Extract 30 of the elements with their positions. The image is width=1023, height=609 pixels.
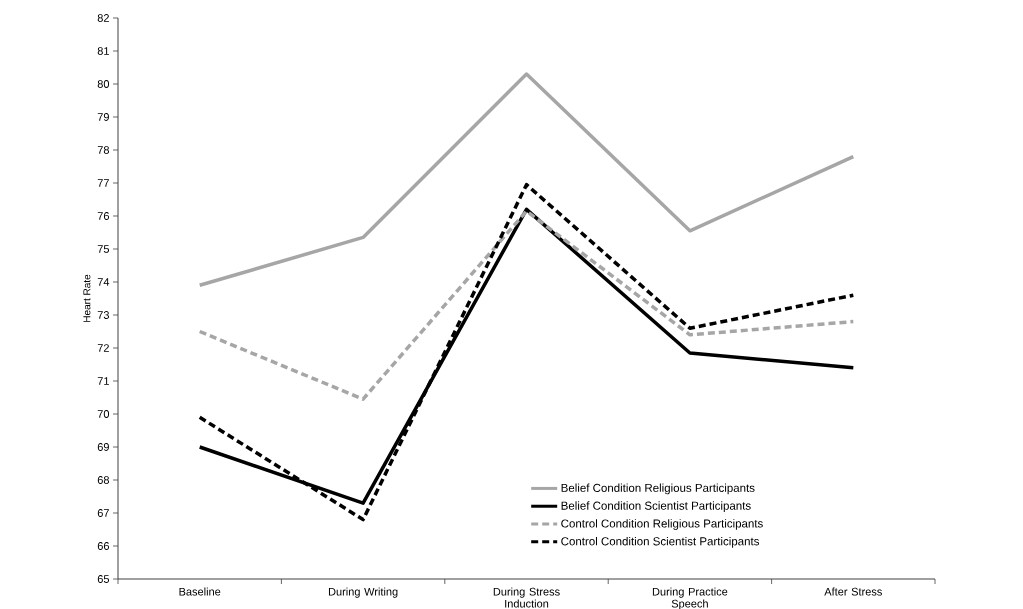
x-tick-label: Baseline: [179, 587, 221, 596]
y-tick-label: 65: [97, 575, 110, 583]
legend-label: Belief Condition Scientist Participants: [561, 501, 751, 513]
y-tick-label: 66: [97, 542, 109, 550]
legend-label: Belief Condition Religious Participants: [561, 483, 755, 495]
y-tick-label: 68: [97, 476, 109, 484]
y-tick-label: 67: [97, 509, 109, 517]
y-tick-label: 80: [97, 80, 110, 88]
y-tick-label: 70: [97, 410, 110, 418]
y-tick-label: 73: [97, 311, 109, 319]
y-tick-label: 69: [97, 443, 109, 451]
y-tick-label: 75: [97, 245, 110, 253]
x-tick-label: During Practice Speech: [652, 587, 728, 609]
x-tick-label: During Stress Induction: [493, 587, 560, 608]
y-tick-label: 76: [97, 212, 109, 220]
y-tick-label: 72: [97, 344, 109, 352]
y-axis-title: Heart Rate: [83, 274, 91, 322]
y-tick-label: 81: [97, 47, 109, 55]
line-series: [197, 72, 856, 288]
y-tick-label: 82: [97, 14, 109, 22]
x-tick-label: During Writing: [328, 587, 398, 598]
y-tick-label: 77: [97, 179, 109, 187]
y-tick-label: 78: [97, 146, 109, 154]
legend-label: Control Condition Religious Participants: [561, 519, 763, 530]
y-tick-label: 71: [97, 377, 109, 385]
legend-label: Control Condition Scientist Participants: [561, 536, 760, 548]
line-series: [197, 209, 856, 401]
x-tick-label: After Stress: [824, 587, 882, 596]
y-tick-label: 79: [97, 113, 109, 121]
y-tick-label: 74: [97, 278, 110, 286]
